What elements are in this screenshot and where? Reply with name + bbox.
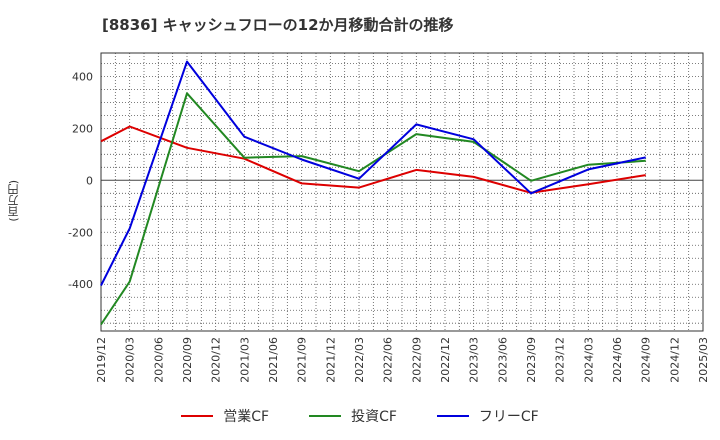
series-line: [100, 60, 646, 286]
legend-item: フリーCF: [436, 406, 539, 426]
x-tick-label: 2021/03: [238, 337, 251, 383]
legend-swatch: [436, 415, 469, 417]
legend-label: 営業CF: [223, 409, 270, 425]
x-tick-label: 2020/03: [124, 337, 137, 383]
y-tick-label: 200: [72, 122, 93, 135]
x-tick-label: 2023/03: [468, 337, 481, 383]
x-tick-label: 2022/12: [439, 337, 452, 383]
x-tick-label: 2024/12: [668, 337, 681, 383]
y-tick-label: -400: [68, 278, 93, 291]
x-tick-label: 2024/06: [611, 337, 624, 383]
series-line: [100, 92, 646, 326]
x-tick-label: 2021/06: [267, 337, 280, 383]
legend-swatch: [181, 415, 214, 417]
chart-title: [8836] キャッシュフローの12か月移動合計の推移: [102, 16, 454, 34]
y-tick-label: 0: [86, 174, 93, 187]
x-tick-label: 2023/06: [496, 337, 509, 383]
x-tick-label: 2020/09: [181, 337, 194, 383]
legend: 営業CF 投資CF フリーCF: [0, 404, 720, 428]
x-tick-label: 2020/12: [210, 337, 223, 383]
x-tick-label: 2022/06: [382, 337, 395, 383]
legend-label: 投資CF: [351, 409, 397, 425]
x-tick-label: 2023/12: [554, 337, 567, 383]
x-tick-label: 2022/09: [410, 337, 423, 383]
x-tick-label: 2024/03: [582, 337, 595, 383]
x-tick-label: 2024/09: [640, 337, 653, 383]
y-tick-label: 400: [72, 70, 93, 83]
y-tick-label: -200: [68, 226, 93, 239]
plot-border: [100, 52, 704, 332]
x-tick-label: 2021/12: [324, 337, 337, 383]
legend-label: フリーCF: [478, 409, 539, 425]
x-tick-label: 2020/06: [152, 337, 165, 383]
series-line: [100, 125, 646, 194]
x-tick-label: 2025/03: [697, 337, 710, 383]
x-tick-label: 2022/03: [353, 337, 366, 383]
x-tick-label: 2021/09: [296, 337, 309, 383]
legend-swatch: [309, 415, 342, 417]
x-tick-label: 2023/09: [525, 337, 538, 383]
legend-item: 投資CF: [309, 406, 397, 426]
legend-item: 営業CF: [181, 406, 269, 426]
x-tick-label: 2019/12: [95, 337, 108, 383]
